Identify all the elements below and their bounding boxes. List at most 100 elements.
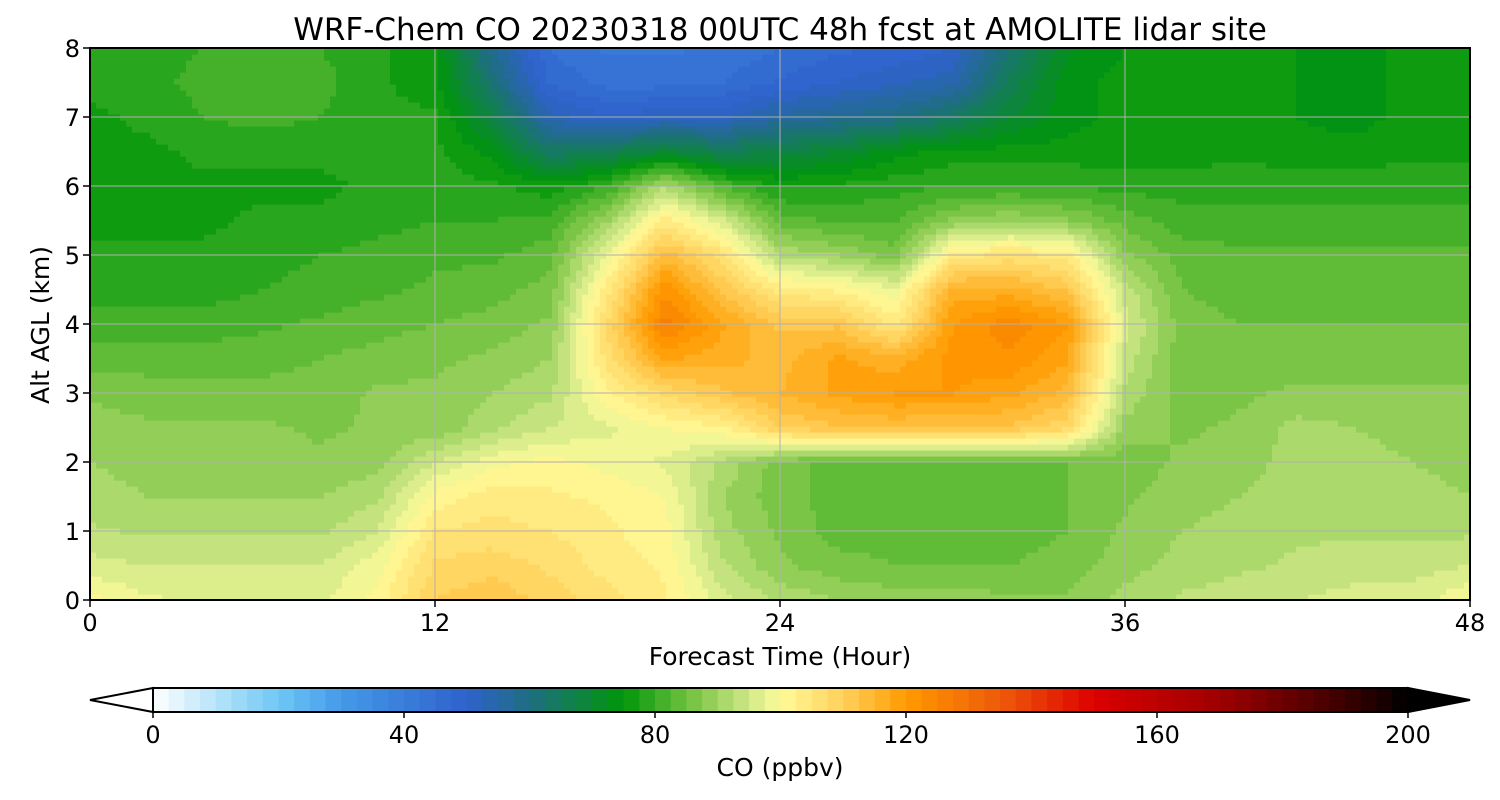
heatmap-cell [900,534,907,541]
heatmap-cell [102,510,109,517]
heatmap-cell [240,516,247,523]
heatmap-cell [810,564,817,571]
heatmap-cell [822,534,829,541]
heatmap-cell [1332,498,1339,505]
heatmap-cell [882,474,889,481]
heatmap-cell [276,474,283,481]
heatmap-cell [168,498,175,505]
heatmap-cell [216,564,223,571]
heatmap-cell [1050,546,1057,553]
heatmap-cell [1374,582,1381,589]
heatmap-cell [168,558,175,565]
heatmap-cell [1026,546,1033,553]
heatmap-cell [468,570,475,577]
heatmap-cell [510,510,517,517]
heatmap-cell [192,474,199,481]
heatmap-cell [594,504,601,511]
heatmap-cell [1116,558,1123,565]
heatmap-cell [978,534,985,541]
heatmap-cell [1350,540,1357,547]
heatmap-cell [1224,570,1231,577]
heatmap-cell [1452,516,1459,523]
heatmap-cell [342,480,349,487]
heatmap-cell [1440,522,1447,529]
heatmap-cell [840,552,847,559]
heatmap-cell [192,594,199,600]
heatmap-cell [600,534,607,541]
heatmap-cell [1362,492,1369,499]
heatmap-cell [906,468,913,475]
heatmap-cell [1224,558,1231,565]
heatmap-cell [1440,582,1447,589]
heatmap-cell [690,582,697,589]
heatmap-cell [1254,480,1261,487]
heatmap-cell [1092,480,1099,487]
heatmap-cell [1260,474,1267,481]
heatmap-cell [762,474,769,481]
heatmap-cell [102,498,109,505]
heatmap-cell [1308,486,1315,493]
heatmap-cell [96,468,103,475]
heatmap-cell [858,570,865,577]
heatmap-cell [450,480,457,487]
heatmap-cell [1188,564,1195,571]
heatmap-cell [534,570,541,577]
heatmap-cell [378,558,385,565]
heatmap-cell [798,468,805,475]
heatmap-cell [900,594,907,600]
heatmap-cell [1074,510,1081,517]
heatmap-cell [894,474,901,481]
heatmap-cell [468,594,475,600]
heatmap-cell [1338,510,1345,517]
heatmap-cell [1236,582,1243,589]
heatmap-cell [858,534,865,541]
heatmap-cell [606,498,613,505]
heatmap-cell [198,474,205,481]
heatmap-cell [288,492,295,499]
heatmap-cell [1200,558,1207,565]
heatmap-cell [1134,564,1141,571]
heatmap-cell [816,468,823,475]
heatmap-cell [678,534,685,541]
heatmap-cell [1104,486,1111,493]
heatmap-cell [1050,576,1057,583]
heatmap-cell [504,468,511,475]
heatmap-cell [402,576,409,583]
heatmap-cell [846,576,853,583]
heatmap-cell [1080,582,1087,589]
heatmap-cell [516,474,523,481]
heatmap-cell [1326,564,1333,571]
heatmap-cell [150,588,157,595]
heatmap-cell [690,570,697,577]
heatmap-cell [282,576,289,583]
heatmap-cell [762,558,769,565]
heatmap-cell [300,558,307,565]
heatmap-cell [1452,594,1459,600]
heatmap-cell [444,540,451,547]
heatmap-cell [810,474,817,481]
heatmap-cell [912,498,919,505]
heatmap-cell [1386,522,1393,529]
heatmap-cell [228,546,235,553]
heatmap-cell [1230,552,1237,559]
heatmap-cell [1092,534,1099,541]
heatmap-cell [594,582,601,589]
heatmap-cell [702,486,709,493]
heatmap-cell [1398,492,1405,499]
heatmap-cell [222,522,229,529]
heatmap-cell [780,534,787,541]
heatmap-cell [504,588,511,595]
heatmap-cell [210,486,217,493]
heatmap-cell [570,522,577,529]
heatmap-cell [396,594,403,600]
heatmap-cell [558,594,565,600]
heatmap-cell [1206,570,1213,577]
heatmap-cell [516,492,523,499]
heatmap-cell [954,468,961,475]
heatmap-cell [360,558,367,565]
heatmap-cell [618,558,625,565]
heatmap-cell [138,522,145,529]
heatmap-cell [288,486,295,493]
heatmap-cell [912,546,919,553]
heatmap-cell [162,534,169,541]
